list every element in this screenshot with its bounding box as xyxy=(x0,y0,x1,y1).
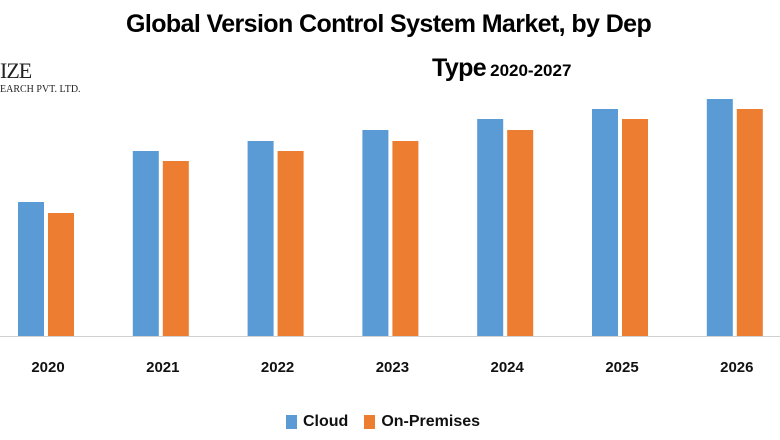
subtitle-main: Type xyxy=(432,54,487,82)
bar-cloud-2024 xyxy=(477,119,504,336)
bar-cloud-2022 xyxy=(247,141,274,336)
x-tick-label: 2026 xyxy=(720,359,753,376)
bar-cloud-2020 xyxy=(18,202,44,336)
legend-label-cloud: Cloud xyxy=(303,413,349,430)
bar-on-premises-2023 xyxy=(392,141,419,336)
chart-subtitle: Type 2020-2027 xyxy=(432,54,571,83)
legend-swatch-cloud xyxy=(286,415,297,429)
legend-label-on-premises: On-Premises xyxy=(381,413,481,430)
bar-on-premises-2024 xyxy=(507,130,534,336)
subtitle-years: 2020-2027 xyxy=(490,61,572,80)
bar-cloud-2021 xyxy=(132,151,159,336)
chart-title: Global Version Control System Market, by… xyxy=(126,10,652,38)
bar-cloud-2025 xyxy=(592,109,618,336)
logo-subtext: EARCH PVT. LTD. xyxy=(0,84,81,95)
bar-cloud-2023 xyxy=(362,130,389,336)
bar-cloud-2026 xyxy=(706,99,733,336)
x-tick-label: 2023 xyxy=(376,359,409,376)
bar-on-premises-2021 xyxy=(162,161,189,336)
x-tick-label: 2024 xyxy=(491,359,525,376)
bar-on-premises-2026 xyxy=(736,109,763,336)
x-tick-label: 2025 xyxy=(605,359,638,376)
bar-on-premises-2020 xyxy=(48,213,74,336)
logo-text: IZE xyxy=(0,58,32,83)
x-tick-label: 2021 xyxy=(146,359,179,376)
legend-swatch-on-premises xyxy=(364,415,376,429)
bar-on-premises-2022 xyxy=(277,151,304,336)
x-tick-label: 2022 xyxy=(261,359,294,376)
legend: Cloud On-Premises xyxy=(286,413,480,431)
x-tick-label: 2020 xyxy=(31,359,64,376)
bar-on-premises-2025 xyxy=(622,119,648,336)
